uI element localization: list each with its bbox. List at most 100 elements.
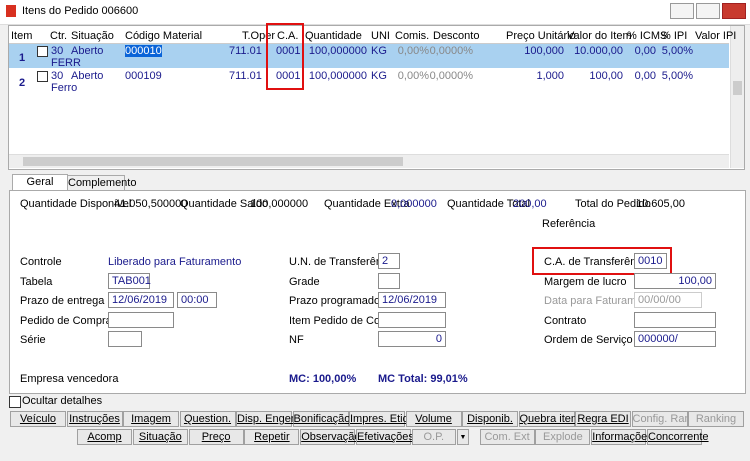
column-header[interactable]: % ICMS [627, 30, 668, 42]
input[interactable]: 00:00 [177, 292, 217, 308]
input[interactable]: 100,00 [634, 273, 716, 289]
label: Quantidade Saldo [180, 198, 269, 210]
button[interactable]: Informações [591, 429, 653, 445]
button[interactable]: Efetivações [356, 429, 414, 445]
column-header[interactable]: C.A. [277, 30, 299, 42]
label: Ordem de Serviço [544, 334, 633, 346]
cell: 711.01 [229, 70, 262, 82]
scroll-thumb[interactable] [23, 157, 403, 166]
value: MC: 100,00% [289, 373, 357, 385]
label: Pedido de Compra [20, 315, 112, 327]
checkbox-label[interactable]: Ocultar detalhes [22, 395, 103, 407]
value: 0,000000 [391, 198, 437, 210]
vertical-scrollbar[interactable] [730, 26, 744, 168]
input[interactable] [108, 312, 174, 328]
row-number: 2 [19, 77, 26, 89]
row-number: 1 [19, 52, 26, 64]
value: MC Total: 99,01% [378, 373, 468, 385]
column-header[interactable]: Quantidade [305, 30, 362, 42]
window-title: Itens do Pedido 006600 [22, 5, 139, 17]
button[interactable]: Impres. Etiq. [349, 411, 412, 427]
items-grid[interactable]: Item Ctr. Situação Código Material T.Oper C.A… [8, 25, 745, 170]
row-checkbox[interactable] [37, 71, 48, 82]
button[interactable]: Concorrente [647, 429, 709, 445]
column-header[interactable]: Valor IPI [695, 30, 737, 42]
cell: 100,000000 [308, 45, 367, 57]
column-header[interactable]: Ctr. [50, 30, 68, 42]
column-header[interactable]: Valor do Item [567, 30, 632, 42]
button: Config. Rank [631, 411, 697, 427]
cell: 5,00% [661, 45, 693, 57]
label: U.N. de Transferência [289, 256, 396, 268]
button: Com. Ext [479, 429, 535, 445]
input[interactable]: TAB001 [108, 273, 151, 289]
button[interactable]: Volume [405, 411, 462, 427]
row-checkbox[interactable] [37, 46, 48, 57]
column-header[interactable]: Preço Unitário [506, 30, 576, 42]
column-header[interactable]: Situação [71, 30, 114, 42]
input[interactable] [108, 331, 142, 347]
column-header[interactable]: Código Material [125, 30, 203, 42]
button[interactable]: Question. [179, 411, 236, 427]
label: NF [289, 334, 304, 346]
value: 100,000000 [250, 198, 309, 210]
button[interactable]: Bonificação [292, 411, 351, 427]
maximize-button[interactable] [696, 3, 720, 19]
column-header[interactable]: Comis. [395, 30, 430, 42]
cell: 1,000 [536, 70, 564, 82]
input[interactable]: 0 [378, 331, 446, 347]
input[interactable]: 12/06/2019 [108, 292, 174, 308]
horizontal-scrollbar[interactable] [9, 154, 729, 168]
cell: Aberto [71, 45, 104, 57]
dropdown-arrow[interactable]: ▼ [457, 429, 469, 445]
cell: 000010 [125, 45, 162, 57]
cell-note: FERR [51, 57, 81, 69]
button[interactable]: Observação [300, 429, 361, 445]
column-header[interactable]: Item [11, 30, 33, 42]
button[interactable]: Imagem [123, 411, 179, 427]
button[interactable]: Disp. Engenh. [236, 411, 307, 427]
input[interactable] [378, 273, 400, 289]
label: Empresa vencedora [20, 373, 119, 385]
label: Tabela [20, 276, 53, 288]
button[interactable]: Repetir [244, 429, 300, 445]
label: Margem de lucro [544, 276, 627, 288]
cell: 30 [51, 70, 64, 82]
input[interactable] [378, 312, 446, 328]
button[interactable]: Disponib. [462, 411, 518, 427]
button[interactable]: Instruções [66, 411, 123, 427]
tab[interactable]: Complemento [67, 175, 137, 190]
column-header[interactable]: UNI [371, 30, 390, 42]
label: Quantidade Total [447, 198, 530, 210]
button[interactable]: Veículo [10, 411, 66, 427]
button: O.P. [411, 429, 456, 445]
scroll-thumb[interactable] [733, 81, 742, 95]
button[interactable]: Quebra itens [518, 411, 583, 427]
value: 10.605,00 [636, 198, 685, 210]
column-header[interactable]: % IPI [661, 30, 688, 42]
column-header[interactable]: Desconto [433, 30, 480, 42]
cell: 100,000 [524, 45, 564, 57]
label: Referência [542, 218, 596, 230]
button[interactable]: Regra EDI [575, 411, 631, 427]
checkbox[interactable] [9, 396, 21, 408]
close-button[interactable] [722, 3, 746, 19]
button[interactable]: Preço [188, 429, 244, 445]
label: Data para Faturamento [544, 295, 658, 307]
minimize-button[interactable] [670, 3, 694, 19]
value: 200,00 [513, 198, 547, 210]
input[interactable]: 000000/ [634, 331, 716, 347]
input[interactable] [634, 312, 716, 328]
input[interactable]: 0010 [634, 253, 667, 269]
cell: KG [371, 45, 387, 57]
input[interactable]: 2 [378, 253, 400, 269]
value: Liberado para Faturamento [108, 256, 242, 268]
button[interactable]: Acomp [77, 429, 132, 445]
highlight-box [532, 247, 672, 275]
cell: 0,00 [634, 70, 656, 82]
label: Quantidade Extra [324, 198, 410, 210]
button[interactable]: Situação [132, 429, 188, 445]
tab[interactable]: Geral [12, 174, 68, 191]
label: C.A. de Transferência [544, 256, 651, 268]
input[interactable]: 12/06/2019 [378, 292, 446, 308]
